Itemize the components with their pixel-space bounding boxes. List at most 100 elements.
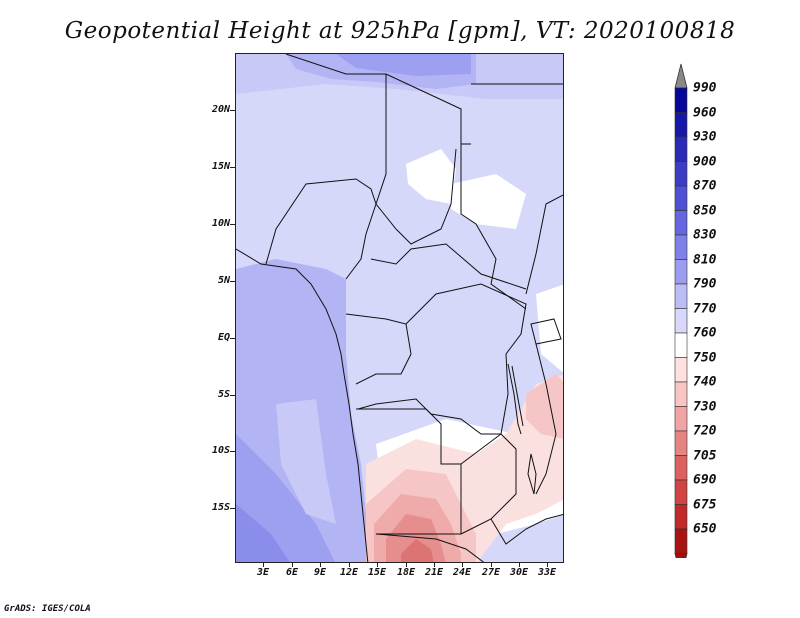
lon-tick — [519, 563, 520, 567]
lake-victoria — [530, 318, 562, 345]
colorbar-level-label: 930 — [693, 129, 717, 145]
lat-label: 5N — [217, 275, 230, 286]
lon-tick — [406, 563, 407, 567]
map-panel — [235, 53, 564, 563]
colorbar-swatch — [674, 406, 688, 432]
colorbar-level-label: 850 — [693, 203, 717, 219]
lon-tick — [377, 563, 378, 567]
colorbar-swatch — [674, 112, 688, 138]
border-sahara — [285, 54, 471, 145]
colorbar-level-label: 675 — [693, 497, 717, 513]
field-region-deep-north — [336, 54, 471, 76]
colorbar-swatch — [674, 332, 688, 358]
colorbar-level-label: 810 — [693, 252, 717, 268]
lon-tick — [263, 563, 264, 567]
colorbar-level-label: 990 — [693, 80, 717, 96]
border-zambia — [460, 433, 517, 535]
field-region-white-sahel — [406, 149, 456, 204]
border-south — [375, 514, 563, 562]
colorbar-level-label: 770 — [693, 301, 717, 317]
colorbar-level-label: 740 — [693, 374, 717, 390]
colorbar-level-label: 730 — [693, 399, 717, 415]
boundaries-group — [236, 54, 563, 562]
colorbar-level-label: 900 — [693, 154, 717, 170]
lon-label: 9E — [313, 567, 327, 578]
colorbar-level-label: 750 — [693, 350, 717, 366]
colorbar-swatch — [674, 455, 688, 481]
colorbar — [674, 63, 688, 558]
lon-label: 15E — [367, 567, 387, 578]
lon-tick — [434, 563, 435, 567]
lon-label: 12E — [339, 567, 359, 578]
field-region-white-eastafrica — [536, 284, 563, 373]
chart-title: Geopotential Height at 925hPa [gpm], VT:… — [64, 18, 736, 44]
colorbar-swatch — [674, 308, 688, 334]
lake-tanganyika — [507, 363, 524, 435]
colorbar-swatch — [674, 259, 688, 285]
field-region-deepest-southwest — [236, 504, 290, 562]
lat-tick — [230, 167, 235, 168]
border-car — [370, 243, 527, 290]
colorbar-swatch — [674, 136, 688, 162]
lon-label: 30E — [509, 567, 529, 578]
lon-label: 21E — [424, 567, 444, 578]
lon-tick — [349, 563, 350, 567]
colorbar-swatch — [674, 528, 688, 554]
colorbar-level-label: 690 — [693, 472, 717, 488]
lat-tick — [230, 281, 235, 282]
lon-tick — [462, 563, 463, 567]
border-drc — [357, 283, 527, 435]
colorbar-level-label: 960 — [693, 105, 717, 121]
lon-tick — [491, 563, 492, 567]
coastline-west-africa — [236, 248, 369, 562]
colorbar-swatch — [674, 234, 688, 260]
colorbar-swatch — [674, 430, 688, 456]
colorbar-level-label: 830 — [693, 227, 717, 243]
lat-label: 10S — [211, 445, 230, 456]
colorbar-swatch — [674, 381, 688, 407]
lat-label: 20N — [211, 104, 230, 115]
lon-label: 18E — [396, 567, 416, 578]
field-region-lavender-atlantic — [276, 399, 336, 524]
lat-tick — [230, 508, 235, 509]
lon-tick — [547, 563, 548, 567]
border-chad — [375, 74, 457, 245]
colorbar-swatch — [674, 504, 688, 530]
lon-tick — [320, 563, 321, 567]
colorbar-swatch — [674, 283, 688, 309]
lon-label: 27E — [481, 567, 501, 578]
colorbar-level-label: 705 — [693, 448, 717, 464]
colorbar-swatch — [674, 87, 688, 113]
lat-tick — [230, 224, 235, 225]
colorbar-swatch — [674, 185, 688, 211]
colorbar-level-label: 790 — [693, 276, 717, 292]
lon-label: 33E — [537, 567, 557, 578]
lat-tick — [230, 338, 235, 339]
colorbar-level-label: 650 — [693, 521, 717, 537]
lat-tick — [230, 110, 235, 111]
colorbar-under-arrow — [674, 553, 688, 558]
lat-tick — [230, 451, 235, 452]
border-congo — [345, 313, 412, 385]
lon-tick — [292, 563, 293, 567]
lat-label: EQ — [217, 332, 230, 343]
border-east — [525, 194, 563, 495]
lat-label: 5S — [217, 389, 230, 400]
lon-label: 24E — [452, 567, 472, 578]
lat-label: 15N — [211, 161, 230, 172]
geopotential-field-map — [236, 54, 563, 562]
colorbar-level-label: 870 — [693, 178, 717, 194]
colorbar-swatch — [674, 210, 688, 236]
field-region-pink5 — [401, 539, 434, 562]
colorbar-level-label: 760 — [693, 325, 717, 341]
field-region-white-sudan — [451, 174, 526, 229]
lat-label: 15S — [211, 502, 230, 513]
border-sudan — [460, 83, 563, 310]
colorbar-swatch — [674, 357, 688, 383]
border-nigeria — [265, 178, 377, 280]
lat-label: 10N — [211, 218, 230, 229]
colorbar-over-arrow — [674, 63, 688, 89]
lat-tick — [230, 395, 235, 396]
credit-text: GrADS: IGES/COLA — [4, 604, 91, 614]
lon-label: 3E — [256, 567, 270, 578]
